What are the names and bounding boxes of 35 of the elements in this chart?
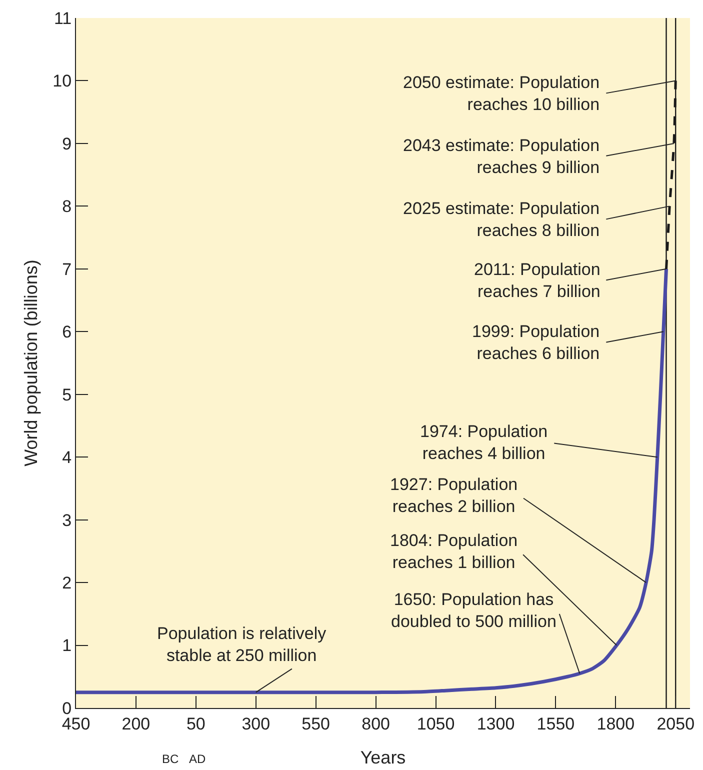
x-tick-label: 800	[362, 714, 390, 734]
text: AD	[189, 752, 206, 766]
y-axis-title: World population (billions)	[20, 260, 41, 466]
y-tick-label: 2	[62, 574, 72, 592]
y-tick-label: 9	[62, 134, 72, 154]
annotation: 1999: Population reaches 6 billion	[472, 322, 600, 364]
annotation: 1804: Population reaches 1 billion	[390, 531, 518, 572]
x-tick-label: 1300	[476, 714, 515, 734]
x-tick-label: 1050	[416, 714, 455, 734]
y-tick-label: 8	[62, 197, 72, 216]
y-tick-label: 7	[62, 260, 72, 279]
annotation: 2050 estimate: Population reaches 10 billion	[403, 73, 600, 114]
annotation: Population is relatively stable at 250 million	[157, 624, 327, 666]
annotation: 1650: Population has doubled to 500 million	[391, 590, 556, 632]
x-tick-label: 200	[122, 714, 150, 734]
y-tick-label: 5	[62, 385, 72, 404]
annotation: 2011: Population reaches 7 billion	[474, 260, 600, 302]
x-tick-label: 300	[242, 714, 270, 734]
annotation: 1974: Population reaches 4 billion	[420, 422, 548, 464]
y-tick-label: 3	[62, 510, 72, 530]
y-tick-label: 6	[62, 322, 72, 342]
y-tick-label: 11	[54, 8, 72, 28]
x-tick-label: 1550	[536, 714, 575, 734]
y-tick-label: 1	[62, 636, 72, 656]
annotation: 2043 estimate: Population reaches 9 billion	[403, 136, 600, 178]
x-tick-label: 2050	[656, 714, 695, 734]
x-axis-title: Years	[360, 748, 406, 768]
y-tick-label: 4	[62, 448, 72, 468]
x-tick-label: 550	[302, 714, 330, 734]
x-tick-label: 50	[186, 714, 206, 734]
text: BC	[162, 752, 180, 766]
x-tick-label: 1800	[596, 714, 635, 734]
annotation: 1927: Population reaches 2 billion	[390, 475, 518, 516]
annotation: 2025 estimate: Population reaches 8 billion	[403, 199, 600, 240]
y-tick-label: 10	[52, 72, 72, 91]
